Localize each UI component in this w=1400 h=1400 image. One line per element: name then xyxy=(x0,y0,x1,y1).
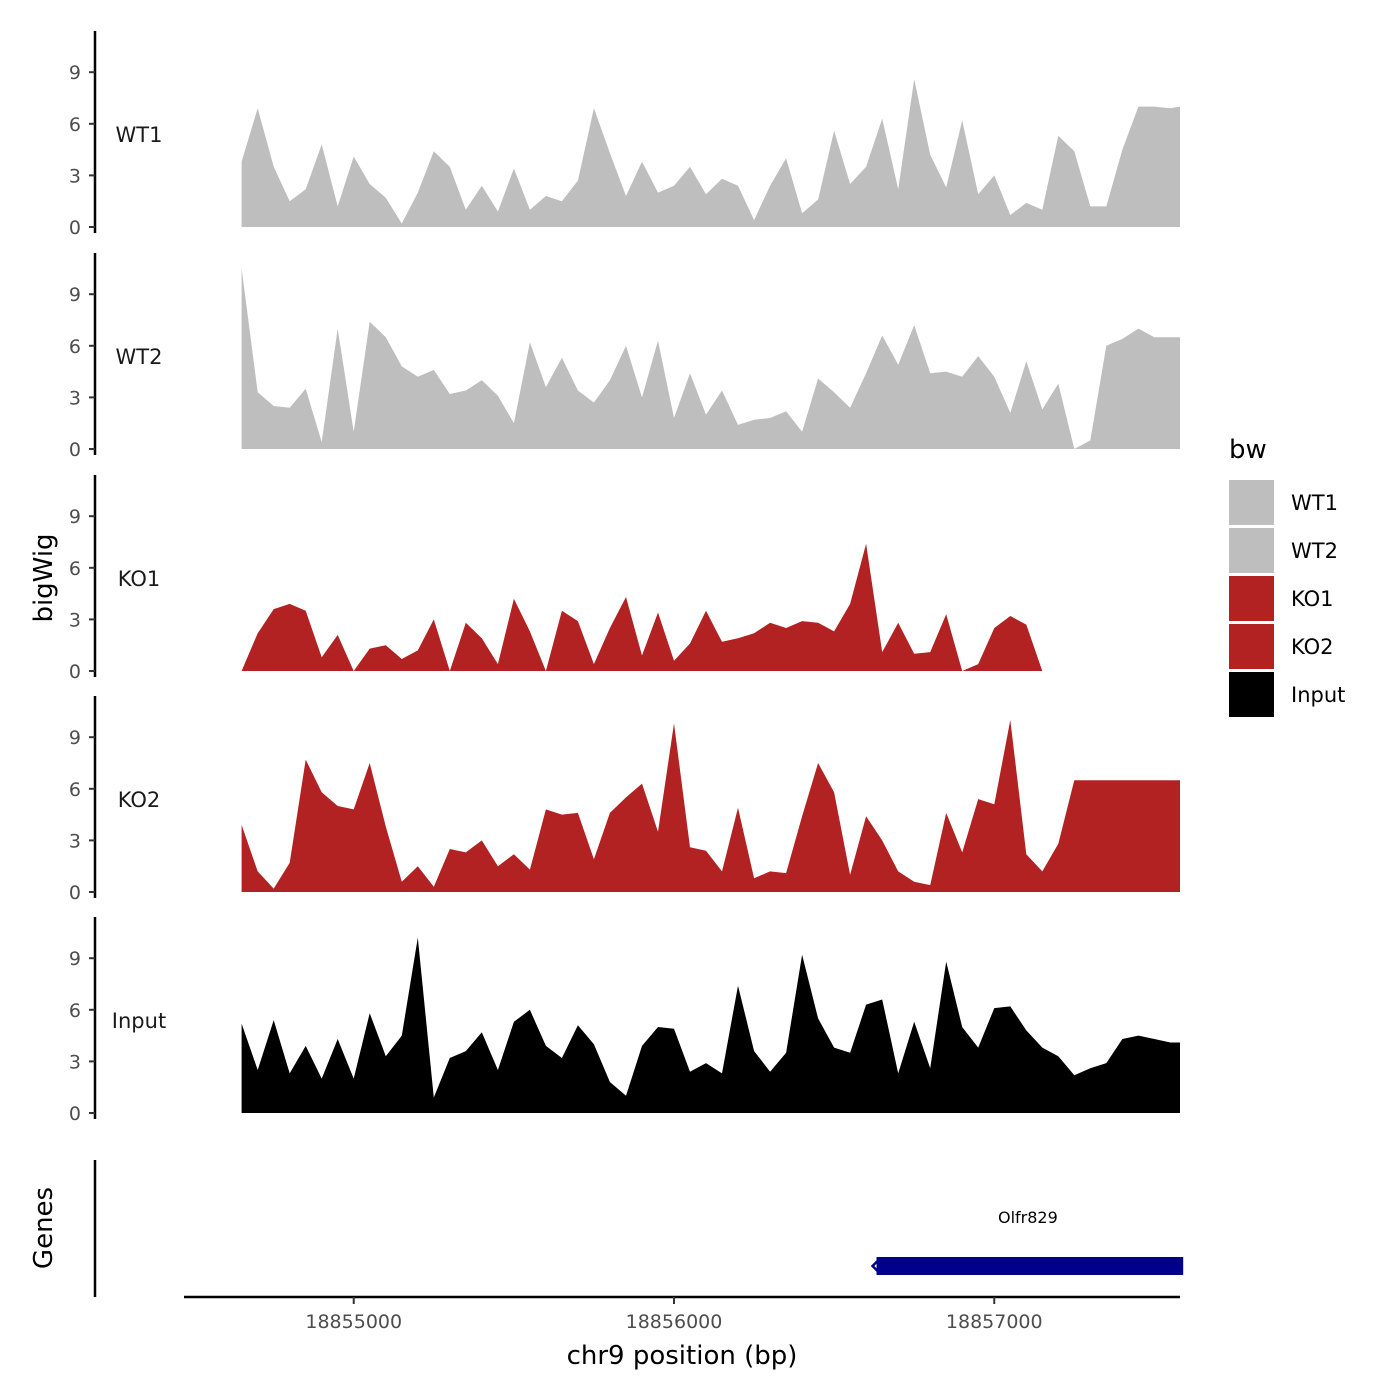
legend-swatch-wt1 xyxy=(1229,480,1274,525)
track-wt2: 0 3 6 9 WT2 xyxy=(69,253,1181,461)
x-tick-label-18856000: 18856000 xyxy=(626,1311,723,1333)
legend-label-ko1: KO1 xyxy=(1291,587,1334,611)
y-tick-label-ko2-3: 3 xyxy=(69,830,81,852)
y-tick-label-input-6: 6 xyxy=(69,1000,81,1022)
y-tick-label-wt1-9: 9 xyxy=(69,62,81,84)
track-label-wt1: WT1 xyxy=(116,123,163,147)
y-tick-label-input-3: 3 xyxy=(69,1051,81,1073)
x-axis-title: chr9 position (bp) xyxy=(567,1341,798,1371)
gene-body-olfr829 xyxy=(876,1257,1184,1275)
x-tick-label-18855000: 18855000 xyxy=(305,1311,402,1333)
track-label-wt2: WT2 xyxy=(116,345,163,369)
x-axis: 18855000 18856000 18857000 xyxy=(184,1295,1180,1333)
y-tick-label-ko2-0: 0 xyxy=(69,882,81,904)
y-tick-label-wt1-3: 3 xyxy=(69,165,81,187)
legend-label-wt2: WT2 xyxy=(1291,539,1338,563)
y-tick-label-wt2-9: 9 xyxy=(69,284,81,306)
legend-swatch-wt2 xyxy=(1229,528,1274,573)
track-label-ko2: KO2 xyxy=(118,788,161,812)
genes-panel: Olfr829 xyxy=(93,1160,1184,1297)
track-ko1: 0 3 6 9 KO1 xyxy=(69,475,1181,683)
area-wt2 xyxy=(241,268,1181,449)
area-input xyxy=(241,937,1181,1113)
track-label-ko1: KO1 xyxy=(118,567,161,591)
y-tick-label-ko2-9: 9 xyxy=(69,727,81,749)
bigwig-tracks: 0 3 6 9 WT1 0 3 6 9 WT2 0 3 6 9 KO1 0 3 6 9 KO2 0 3 6 9 Input xyxy=(69,31,1181,1125)
x-tick-label-18857000: 18857000 xyxy=(946,1311,1043,1333)
area-ko1 xyxy=(241,543,1181,671)
area-ko2 xyxy=(241,720,1181,892)
y-tick-label-ko1-0: 0 xyxy=(69,661,81,683)
track-ko2: 0 3 6 9 KO2 xyxy=(69,696,1181,904)
y-tick-label-input-9: 9 xyxy=(69,948,81,970)
y-tick-label-input-0: 0 xyxy=(69,1103,81,1125)
legend-label-ko2: KO2 xyxy=(1291,635,1334,659)
track-input: 0 3 6 9 Input xyxy=(69,917,1181,1125)
legend-swatch-input xyxy=(1229,672,1274,717)
legend-swatch-ko2 xyxy=(1229,624,1274,669)
legend: bw WT1 WT2 KO1 KO2 Input xyxy=(1229,435,1345,717)
legend-swatch-ko1 xyxy=(1229,576,1274,621)
y-tick-label-wt2-6: 6 xyxy=(69,336,81,358)
y-tick-label-ko2-6: 6 xyxy=(69,779,81,801)
area-wt1 xyxy=(241,79,1181,227)
gene-label-olfr829: Olfr829 xyxy=(998,1208,1058,1227)
track-wt1: 0 3 6 9 WT1 xyxy=(69,31,1181,239)
y-tick-label-ko1-6: 6 xyxy=(69,558,81,580)
y-tick-label-wt2-0: 0 xyxy=(69,439,81,461)
y-axis-title: bigWig xyxy=(29,533,59,622)
y-tick-label-ko1-9: 9 xyxy=(69,506,81,528)
legend-label-input: Input xyxy=(1291,683,1345,707)
y-tick-label-ko1-3: 3 xyxy=(69,609,81,631)
legend-label-wt1: WT1 xyxy=(1291,491,1338,515)
genes-axis-title: Genes xyxy=(29,1187,59,1269)
y-tick-label-wt1-0: 0 xyxy=(69,217,81,239)
y-tick-label-wt2-3: 3 xyxy=(69,387,81,409)
gene-strand-arrow-olfr829 xyxy=(870,1259,880,1273)
track-label-input: Input xyxy=(112,1009,166,1033)
y-tick-label-wt1-6: 6 xyxy=(69,114,81,136)
legend-title: bw xyxy=(1229,435,1267,465)
